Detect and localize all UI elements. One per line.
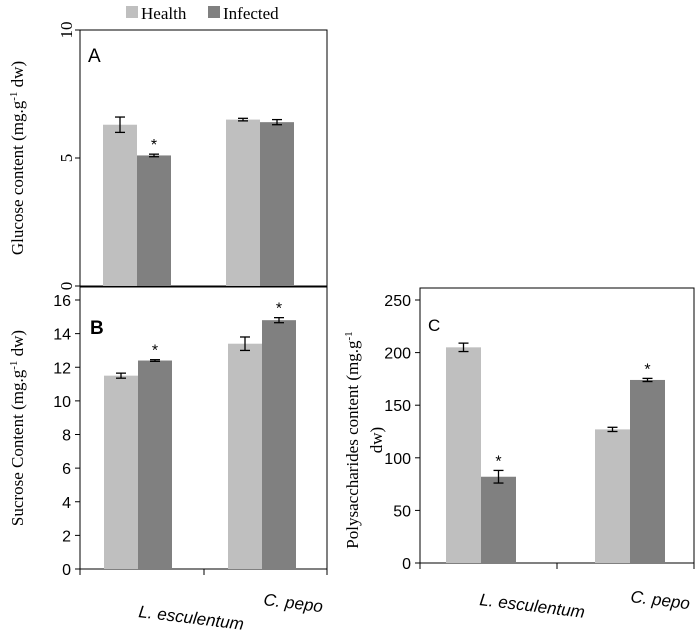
glucose-significance-marker: * bbox=[151, 137, 157, 154]
polysaccharides-x-category-label: L. esculentum bbox=[479, 590, 586, 622]
legend-swatch-infected bbox=[208, 6, 220, 18]
glucose-y-tick-label: 10 bbox=[57, 22, 76, 39]
glucose-bar-health-c-pepo bbox=[226, 119, 260, 286]
sucrose-significance-marker: * bbox=[276, 301, 282, 318]
glucose-chart: A Glucose content (mg.g-1 dw) * 0 5 10 bbox=[8, 22, 328, 291]
sucrose-y-axis-label: Sucrose Content (mg.g-1 dw) bbox=[8, 330, 27, 526]
polysaccharides-significance-marker: * bbox=[495, 453, 501, 470]
panel-label-c: C bbox=[428, 316, 440, 335]
polysaccharides-y-tick-label: 50 bbox=[393, 503, 411, 520]
sucrose-significance-marker: * bbox=[152, 343, 158, 360]
polysaccharides-x-category-label: C. pepo bbox=[630, 587, 691, 613]
sucrose-bar-health-l-esculentum bbox=[104, 375, 138, 569]
polysaccharides-bar-health-c-pepo bbox=[595, 429, 630, 563]
legend-swatch-health bbox=[126, 6, 138, 18]
sucrose-chart: B Sucrose Content (mg.g-1 dw) * * 0 2 4 6 8 10… bbox=[8, 286, 328, 633]
sucrose-y-tick-label: 12 bbox=[53, 360, 71, 377]
sucrose-x-category-label: C. pepo bbox=[263, 590, 324, 616]
sucrose-y-tick-label: 10 bbox=[53, 394, 71, 411]
legend-label-health: Health bbox=[141, 4, 187, 23]
polysaccharides-y-axis-label-line2: dw) bbox=[367, 427, 386, 453]
glucose-bar-health-l-esculentum bbox=[103, 124, 137, 286]
sucrose-bar-infected-c-pepo bbox=[262, 320, 296, 569]
legend-label-infected: Infected bbox=[223, 4, 279, 23]
panel-label-a: A bbox=[88, 46, 101, 67]
polysaccharides-y-tick-label: 200 bbox=[384, 346, 411, 363]
sucrose-y-tick-label: 0 bbox=[62, 562, 71, 579]
polysaccharides-bar-infected-l-esculentum bbox=[481, 476, 516, 563]
sucrose-y-tick-label: 14 bbox=[53, 327, 71, 344]
sucrose-y-tick-label: 4 bbox=[62, 495, 71, 512]
polysaccharides-bar-infected-c-pepo bbox=[630, 379, 665, 563]
polysaccharides-y-axis-label: Polysaccharides content (mg.g-1 bbox=[343, 331, 362, 548]
sucrose-y-tick-label: 16 bbox=[53, 293, 71, 310]
polysaccharides-y-tick-label: 250 bbox=[384, 293, 411, 310]
sucrose-x-category-label: L. esculentum bbox=[138, 602, 245, 633]
glucose-y-tick-label: 0 bbox=[57, 282, 76, 291]
polysaccharides-y-tick-label: 150 bbox=[384, 398, 411, 415]
sucrose-y-tick-label: 2 bbox=[62, 528, 71, 545]
sucrose-y-tick-label: 6 bbox=[62, 461, 71, 478]
polysaccharides-bar-health-l-esculentum bbox=[446, 347, 481, 563]
glucose-y-axis-label: Glucose content (mg.g-1 dw) bbox=[8, 61, 27, 255]
sucrose-bar-health-c-pepo bbox=[228, 343, 262, 569]
polysaccharides-y-tick-label: 0 bbox=[402, 556, 411, 573]
sucrose-bar-infected-l-esculentum bbox=[138, 360, 172, 569]
glucose-bar-infected-l-esculentum bbox=[137, 155, 171, 286]
panel-label-b: B bbox=[90, 318, 104, 339]
sucrose-y-tick-label: 8 bbox=[62, 428, 71, 445]
glucose-bar-infected-c-pepo bbox=[260, 122, 294, 286]
glucose-y-tick-label: 5 bbox=[57, 154, 76, 163]
polysaccharides-chart: C Polysaccharides content (mg.g-1 dw) * *… bbox=[343, 287, 695, 622]
legend: Health Infected bbox=[126, 4, 279, 23]
polysaccharides-y-tick-label: 100 bbox=[384, 451, 411, 468]
polysaccharides-significance-marker: * bbox=[644, 361, 650, 378]
